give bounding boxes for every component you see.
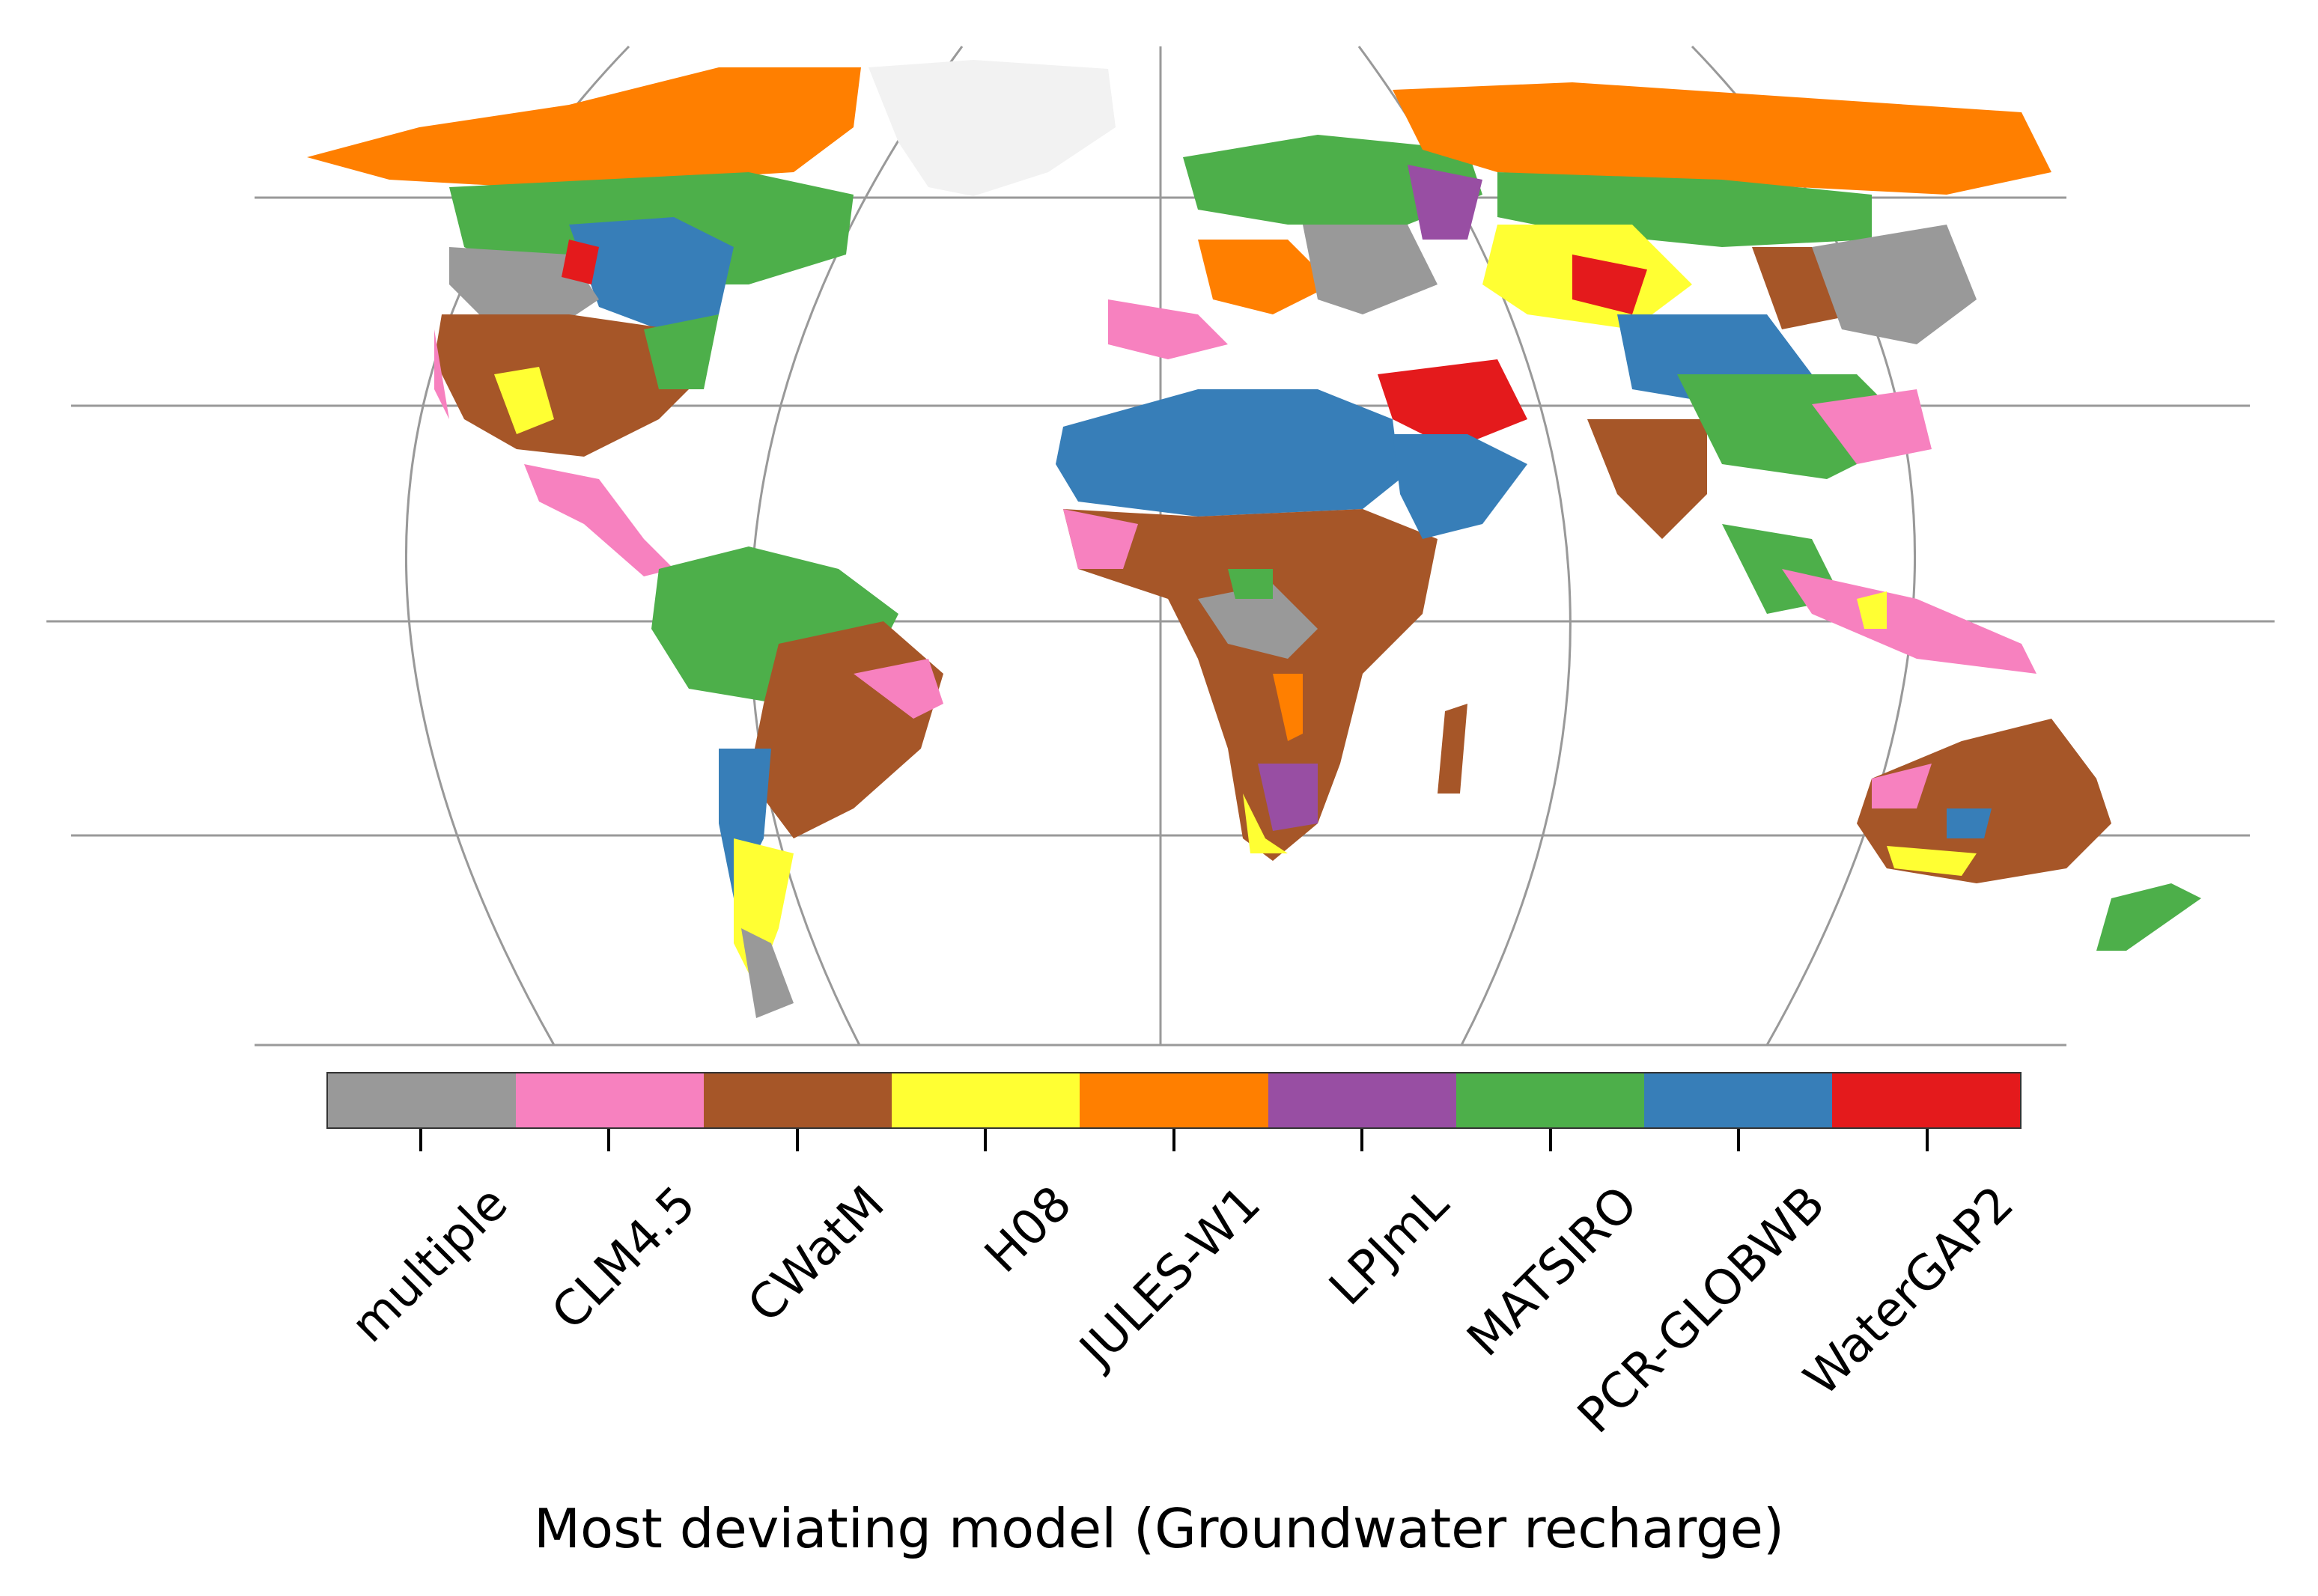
europe <box>1108 135 1482 359</box>
south-america <box>651 546 943 1018</box>
colorbar-tick <box>607 1129 610 1151</box>
colorbar-tick-label: LPJmL <box>1318 1175 1460 1317</box>
colorbar-tick-label: JULES-W1 <box>1069 1175 1272 1378</box>
colorbar-segment <box>1268 1073 1456 1127</box>
asia <box>1378 82 2051 674</box>
colorbar-segment <box>1643 1073 1832 1127</box>
colorbar-tick-label: CLM4.5 <box>541 1175 707 1341</box>
colorbar-tick-label: MATSIRO <box>1456 1175 1649 1368</box>
colorbar-tick-label: H08 <box>975 1175 1083 1284</box>
africa <box>1056 389 1467 861</box>
colorbar-tick <box>1360 1129 1363 1151</box>
colorbar-tick <box>419 1129 422 1151</box>
colorbar-segment <box>892 1073 1080 1127</box>
colorbar-tick <box>1737 1129 1740 1151</box>
north-america <box>307 67 861 576</box>
colorbar-tick <box>796 1129 799 1151</box>
colorbar-title: Most deviating model (Groundwater rechar… <box>533 1497 1785 1560</box>
colorbar-tick <box>1172 1129 1175 1151</box>
world-map <box>46 45 2275 1047</box>
colorbar-segment <box>328 1073 517 1127</box>
colorbar <box>326 1072 2022 1129</box>
colorbar-segment <box>704 1073 892 1127</box>
colorbar-tick-label: CWatM <box>737 1175 895 1334</box>
colorbar-tick <box>1926 1129 1929 1151</box>
colorbar-segment <box>516 1073 705 1127</box>
colorbar-tick <box>984 1129 987 1151</box>
greenland <box>869 60 1116 196</box>
australia <box>1857 719 2201 951</box>
colorbar-tick <box>1549 1129 1552 1151</box>
colorbar-segment <box>1831 1073 2020 1127</box>
colorbar-segment <box>1080 1073 1268 1127</box>
colorbar-segment <box>1455 1073 1644 1127</box>
colorbar-tick-label: multiple <box>341 1175 519 1353</box>
meridian-60w <box>749 46 964 1046</box>
